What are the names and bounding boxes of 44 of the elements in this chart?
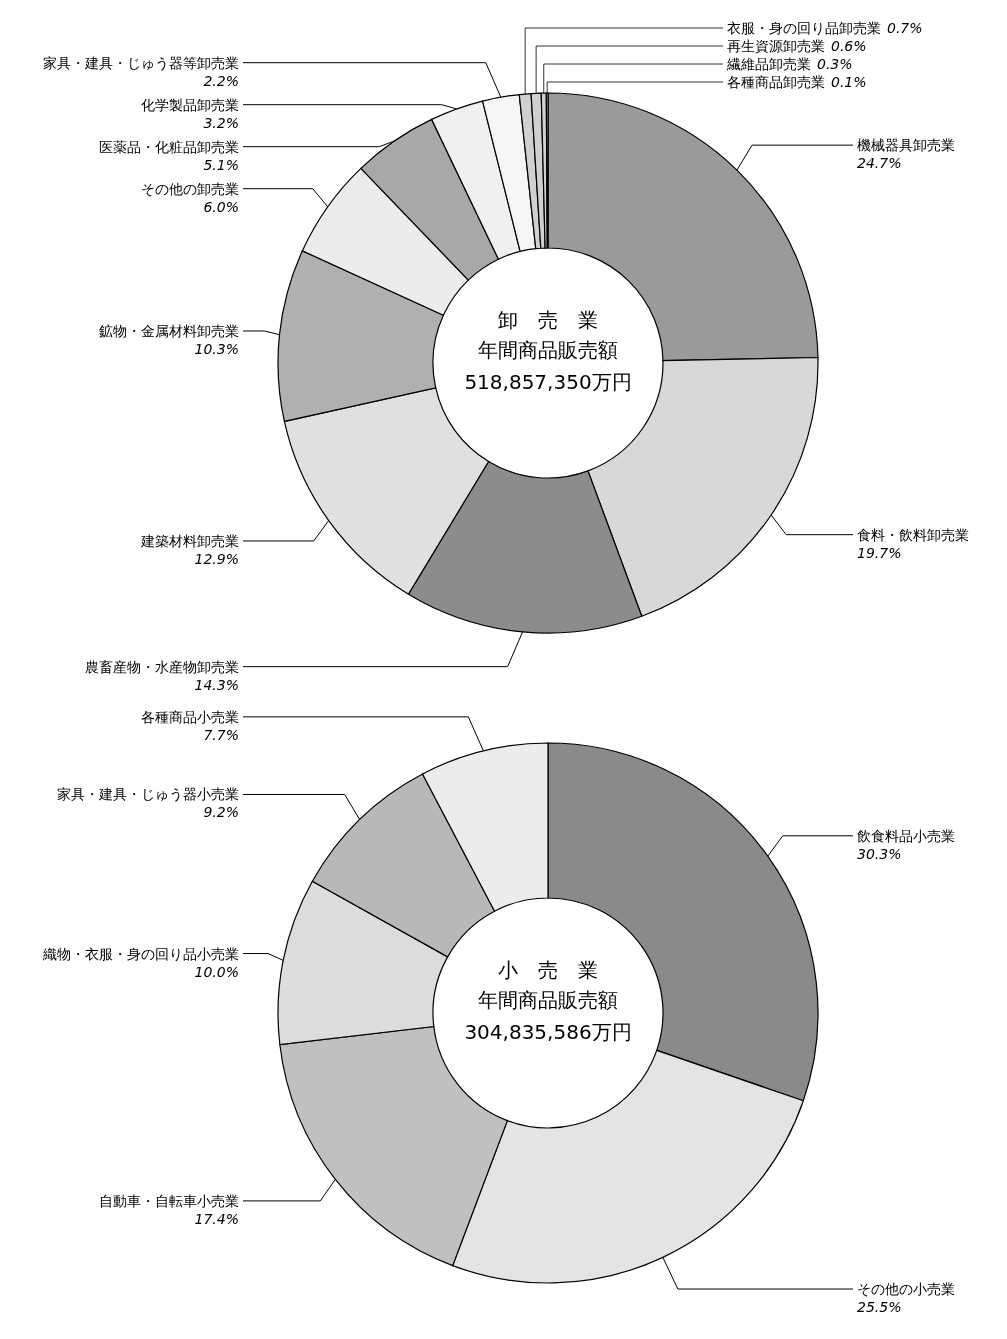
slice-label: 農畜産物・水産物卸売業	[85, 658, 239, 675]
slice-label: 家具・建具・じゅう器等卸売業	[43, 54, 239, 71]
slice-label: 鉱物・金属材料卸売業	[99, 322, 239, 339]
text: 年間商品販売額	[478, 338, 618, 362]
slice-label: 家具・建具・じゅう器小売業	[57, 786, 239, 803]
slice-label: 各種商品卸売業	[727, 74, 825, 90]
data-label: 30.3%	[857, 845, 902, 862]
data-label: 14.3%	[194, 676, 239, 693]
slice-label: 化学製品卸売業	[141, 96, 239, 113]
slice-label: 飲食料品小売業	[857, 827, 955, 844]
data-label: 17.4%	[194, 1210, 239, 1227]
data-label: 6.0%	[203, 198, 239, 215]
data-label: 10.3%	[194, 340, 239, 357]
slice-label: その他の小売業	[857, 1281, 955, 1298]
data-label: 3.2%	[203, 114, 239, 131]
data-label: 0.6%	[831, 38, 867, 54]
slice-label: 再生資源卸売業	[727, 38, 825, 54]
data-label: 7.7%	[203, 726, 239, 743]
slice-label: 衣服・身の回り品卸売業	[727, 20, 881, 36]
data-label: 9.2%	[203, 804, 239, 821]
data-label: 0.1%	[831, 74, 867, 90]
data-label: 0.7%	[887, 20, 923, 36]
slice-label: 繊維品卸売業	[727, 56, 811, 72]
data-label: 19.7%	[857, 544, 902, 561]
data-label: 5.1%	[203, 156, 239, 173]
data-label: 10.0%	[194, 963, 239, 980]
slice-label: 自動車・自転車小売業	[99, 1192, 239, 1209]
text: 卸 売 業	[498, 308, 598, 332]
slice-label: その他の卸売業	[141, 180, 239, 197]
slice-label: 各種商品小売業	[141, 708, 239, 725]
text: 304,835,586万円	[464, 1020, 632, 1044]
text: 518,857,350万円	[464, 370, 632, 394]
slice-label: 機械器具卸売業	[857, 137, 955, 154]
data-label: 24.7%	[857, 155, 902, 172]
slice-label: 食料・飲料卸売業	[857, 526, 969, 543]
data-label: 12.9%	[194, 550, 239, 567]
data-label: 2.2%	[203, 72, 239, 89]
data-label: 25.5%	[857, 1299, 902, 1316]
slice-label: 建築材料卸売業	[140, 532, 239, 549]
text: 年間商品販売額	[478, 988, 618, 1012]
data-label: 0.3%	[817, 56, 853, 72]
slice-label: 織物・衣服・身の回り品小売業	[42, 945, 239, 962]
slice-label: 医薬品・化粧品卸売業	[99, 138, 239, 155]
text: 小 売 業	[498, 958, 598, 982]
